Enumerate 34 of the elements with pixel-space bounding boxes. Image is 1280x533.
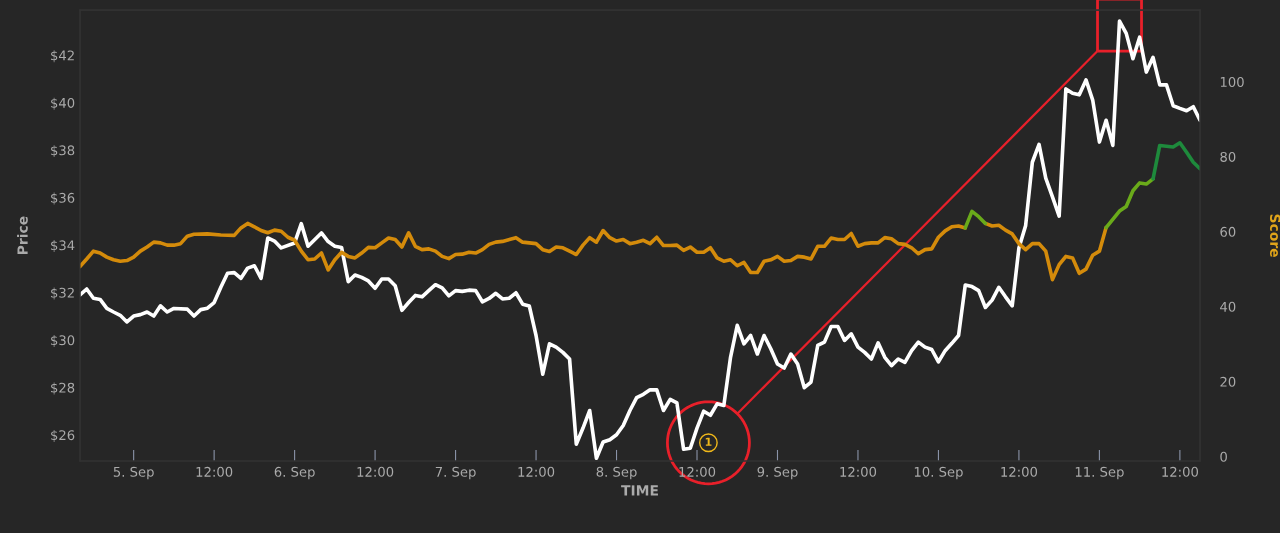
y-tick-label: $40 xyxy=(51,97,75,110)
y2-tick-label: 60 xyxy=(1220,226,1236,237)
y-tick-label: $28 xyxy=(51,382,75,395)
y2-tick-label: 40 xyxy=(1220,301,1236,312)
y2-tick-label: 0 xyxy=(1220,451,1227,462)
x-tick-label: 9. Sep xyxy=(757,466,798,480)
y2-tick-label: 80 xyxy=(1220,151,1236,162)
y-tick-label: $36 xyxy=(51,192,75,205)
x-tick-label: 5. Sep xyxy=(113,466,154,480)
x-tick-label: 6. Sep xyxy=(274,466,315,480)
x-tick-label: 12:00 xyxy=(1001,466,1038,477)
x-tick-label: 10. Sep xyxy=(914,466,963,480)
x-tick-label: 12:00 xyxy=(840,466,877,477)
y2-tick-label: 100 xyxy=(1220,76,1244,87)
line-series xyxy=(1151,141,1200,181)
x-tick-label: 12:00 xyxy=(357,466,394,477)
x-tick-label: 12:00 xyxy=(518,466,555,477)
y-tick-label: $34 xyxy=(51,240,75,253)
x-tick-label: 12:00 xyxy=(679,466,716,477)
annotation: 1 xyxy=(705,437,712,446)
x-tick-label: 12:00 xyxy=(1162,466,1199,477)
x-tick-label: 8. Sep xyxy=(596,466,637,480)
x-tick-label: 7. Sep xyxy=(435,466,476,480)
y-tick-label: $26 xyxy=(51,429,75,442)
x-tick-label: 11. Sep xyxy=(1075,466,1124,480)
y-tick-label: $30 xyxy=(51,335,75,347)
y-tick-label: $42 xyxy=(51,50,74,63)
y-tick-label: $38 xyxy=(51,145,75,158)
x-axis-title: TIME xyxy=(621,485,658,496)
y-tick-label: $32 xyxy=(51,287,74,300)
x-tick-label: 12:00 xyxy=(196,466,233,477)
y2-axis-title: Score xyxy=(1269,214,1280,257)
y-axis-title: Price xyxy=(17,216,28,255)
y2-tick-label: 20 xyxy=(1220,376,1236,387)
